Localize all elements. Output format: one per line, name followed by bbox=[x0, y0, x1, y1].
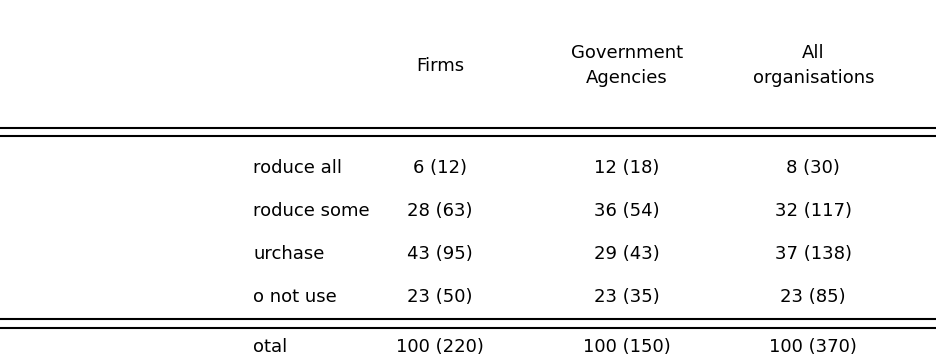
Text: 12 (18): 12 (18) bbox=[594, 159, 659, 177]
Text: Government
Agencies: Government Agencies bbox=[571, 44, 682, 87]
Text: 100 (220): 100 (220) bbox=[396, 338, 484, 356]
Text: 23 (85): 23 (85) bbox=[781, 288, 846, 306]
Text: 36 (54): 36 (54) bbox=[593, 202, 660, 220]
Text: 100 (370): 100 (370) bbox=[769, 338, 857, 356]
Text: otal: otal bbox=[254, 338, 287, 356]
Text: All
organisations: All organisations bbox=[753, 44, 874, 87]
Text: o not use: o not use bbox=[254, 288, 337, 306]
Text: 29 (43): 29 (43) bbox=[593, 245, 660, 263]
Text: 8 (30): 8 (30) bbox=[786, 159, 841, 177]
Text: 32 (117): 32 (117) bbox=[775, 202, 852, 220]
Text: 28 (63): 28 (63) bbox=[407, 202, 473, 220]
Text: 6 (12): 6 (12) bbox=[413, 159, 467, 177]
Text: 100 (150): 100 (150) bbox=[583, 338, 670, 356]
Text: roduce all: roduce all bbox=[254, 159, 343, 177]
Text: urchase: urchase bbox=[254, 245, 325, 263]
Text: 43 (95): 43 (95) bbox=[407, 245, 473, 263]
Text: Firms: Firms bbox=[416, 57, 464, 75]
Text: 37 (138): 37 (138) bbox=[775, 245, 852, 263]
Text: 23 (50): 23 (50) bbox=[407, 288, 473, 306]
Text: roduce some: roduce some bbox=[254, 202, 370, 220]
Text: 23 (35): 23 (35) bbox=[593, 288, 660, 306]
